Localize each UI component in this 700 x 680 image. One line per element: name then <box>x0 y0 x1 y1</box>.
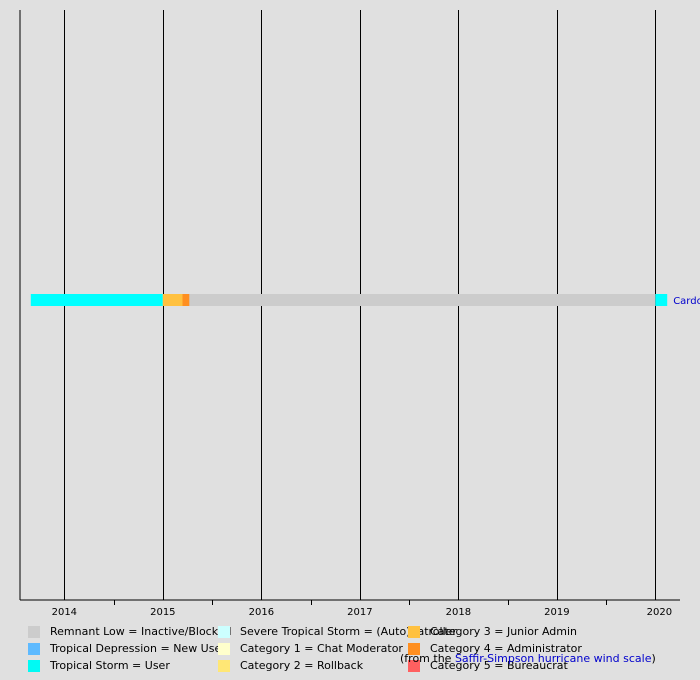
tick-label-2014: 2014 <box>52 607 77 618</box>
legend-swatch-5 <box>218 660 230 672</box>
tick-label-2016: 2016 <box>249 607 274 618</box>
legend-swatch-4 <box>218 643 230 655</box>
legend-note: (from the Saffir-Simpson hurricane wind … <box>400 652 656 665</box>
legend-swatch-7 <box>408 643 420 655</box>
bar-segment-0-3 <box>189 294 656 306</box>
row-label-0[interactable]: Cardo <box>673 296 700 307</box>
legend-label-2: Tropical Storm = User <box>50 659 170 672</box>
row-labels: Cardo <box>673 296 700 307</box>
tick-label-2015: 2015 <box>150 607 175 618</box>
bar-segment-0-2 <box>182 294 190 306</box>
timeline-bars <box>30 294 668 306</box>
legend-swatch-3 <box>218 626 230 638</box>
legend-swatch-2 <box>28 660 40 672</box>
saffir-simpson-link[interactable]: Saffir-Simpson hurricane wind scale <box>454 652 652 665</box>
legend-label-1: Tropical Depression = New User <box>50 642 226 655</box>
tick-label-2017: 2017 <box>347 607 372 618</box>
tick-label-2020: 2020 <box>647 607 672 618</box>
legend-label-6: Category 3 = Junior Admin <box>430 625 578 638</box>
legend-swatch-6 <box>408 626 420 638</box>
legend-label-0: Remnant Low = Inactive/Blocked <box>50 625 232 638</box>
bar-segment-0-1 <box>162 294 183 306</box>
legend-label-3: Severe Tropical Storm = (Auto)patroller <box>240 625 457 638</box>
legend-note-suffix: ) <box>651 652 656 665</box>
legend-note-prefix: (from the <box>400 652 455 665</box>
legend-label-7: Category 4 = Administrator <box>430 642 582 655</box>
legend-swatch-0 <box>28 626 40 638</box>
tick-label-2018: 2018 <box>446 607 471 618</box>
tick-label-2019: 2019 <box>544 607 569 618</box>
bar-segment-0-4 <box>655 294 668 306</box>
bar-segment-0-0 <box>30 294 163 306</box>
legend-swatch-1 <box>28 643 40 655</box>
legend-swatch-8 <box>408 660 420 672</box>
legend-label-4: Category 1 = Chat Moderator <box>240 642 403 655</box>
legend-label-8: Category 5 = Bureaucrat <box>430 659 568 672</box>
legend-label-5: Category 2 = Rollback <box>240 659 364 672</box>
x-axis-ticks: 2014 2015 2016 2017 2018 2019 2020 <box>52 600 672 618</box>
